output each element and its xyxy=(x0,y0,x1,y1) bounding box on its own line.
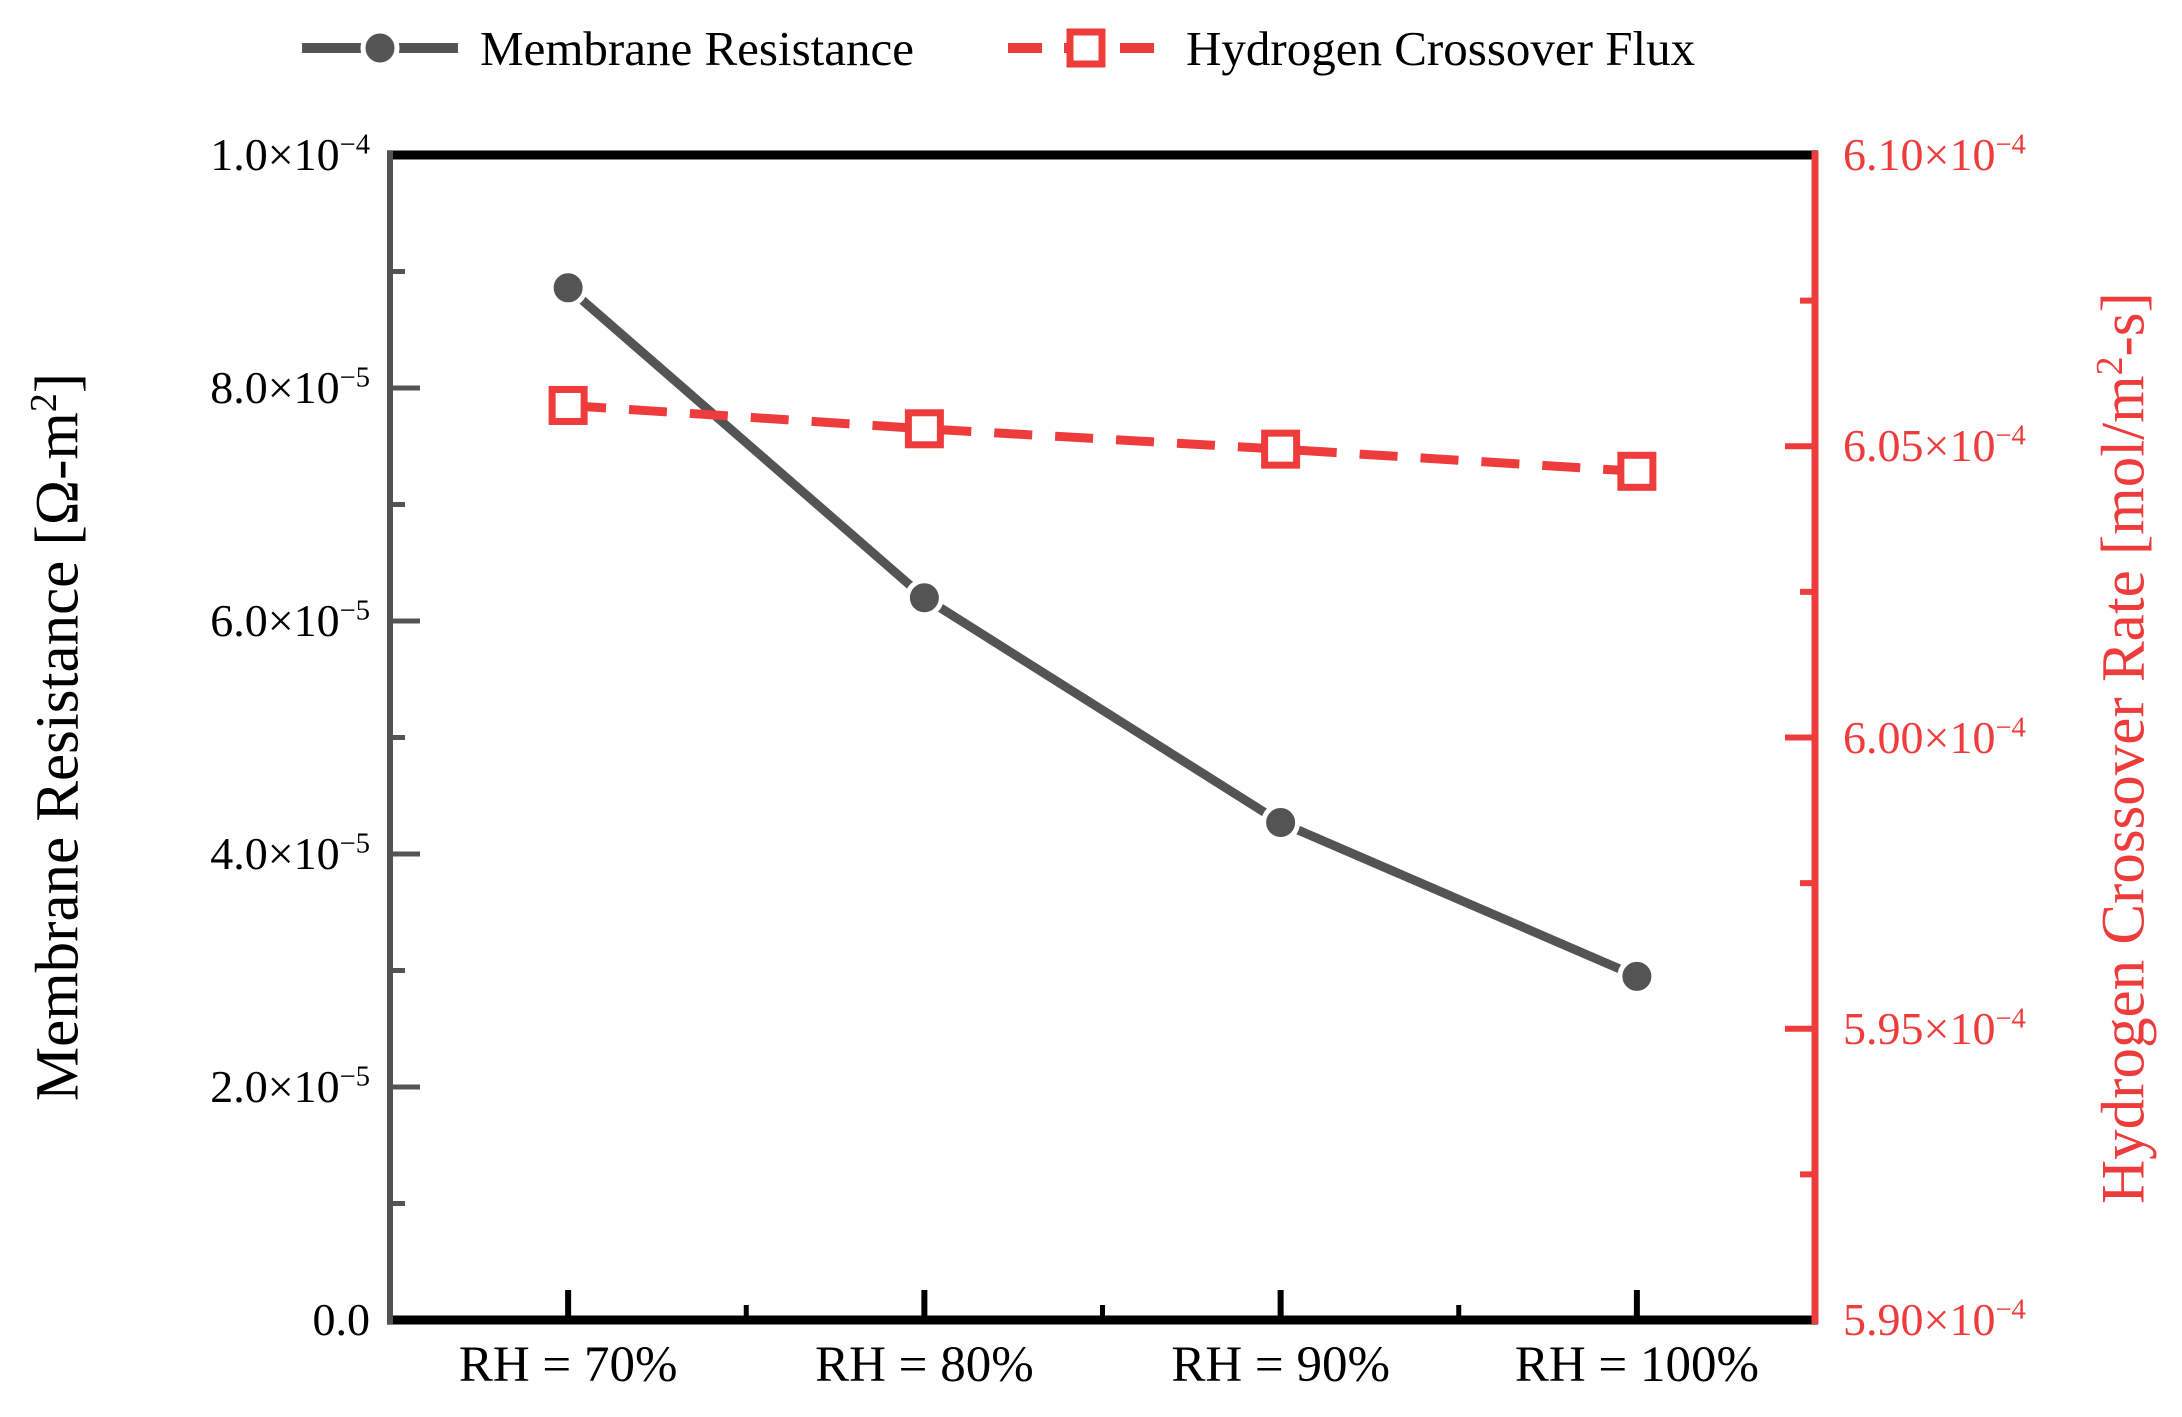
flux-data-marker xyxy=(1261,429,1301,469)
membrane-series-line xyxy=(565,284,1639,981)
right-axis-tick-label: 6.10×10−4 xyxy=(1843,129,2026,180)
x-axis-tick-label: RH = 80% xyxy=(815,1337,1034,1393)
legend-item-flux: Hydrogen Crossover Flux xyxy=(1006,20,1695,77)
left-axis-tick-label: 8.0×10−5 xyxy=(210,362,370,413)
flux-line-sample-icon xyxy=(1008,28,1165,68)
x-axis-tick-label: RH = 100% xyxy=(1514,1337,1759,1393)
right-axis-tick-label: 5.95×10−4 xyxy=(1843,1002,2026,1054)
membrane-data-marker xyxy=(904,578,944,618)
x-axis-tick-label: RH = 90% xyxy=(1171,1337,1390,1393)
left-axis-tick-label: 4.0×10−5 xyxy=(210,828,370,879)
flux-data-marker xyxy=(904,409,944,449)
left-axis-tick-label: 0.0 xyxy=(312,1294,371,1345)
membrane-data-marker xyxy=(1617,956,1657,996)
flux-data-marker xyxy=(1617,451,1657,491)
right-axis-tick-label: 5.90×10−4 xyxy=(1843,1294,2026,1345)
flux-sample-marker xyxy=(1066,28,1106,68)
right-axis-tick-label: 6.05×10−4 xyxy=(1843,420,2026,472)
membrane-data-marker xyxy=(548,268,588,308)
left-axis-tick-label: 2.0×10−5 xyxy=(210,1061,370,1112)
x-axis-tick-label: RH = 70% xyxy=(458,1337,678,1393)
flux-data-marker xyxy=(548,385,588,425)
legend-item-membrane: Membrane Resistance xyxy=(300,20,914,77)
membrane-sample-marker xyxy=(360,28,400,68)
left-axis-tick-label: 6.0×10−5 xyxy=(210,595,370,646)
legend-label-membrane: Membrane Resistance xyxy=(480,20,915,76)
right-axis-tick-label: 6.00×10−4 xyxy=(1843,711,2026,763)
legend-label-flux: Hydrogen Crossover Flux xyxy=(1186,20,1696,76)
left-axis-tick-label: 1.0×10−4 xyxy=(210,129,370,180)
flux-series-line xyxy=(567,400,1638,476)
membrane-data-marker xyxy=(1261,803,1301,843)
legend: Membrane Resistance Hydrogen Crossover F… xyxy=(300,6,1695,90)
membrane-line-sample-icon xyxy=(302,28,458,68)
